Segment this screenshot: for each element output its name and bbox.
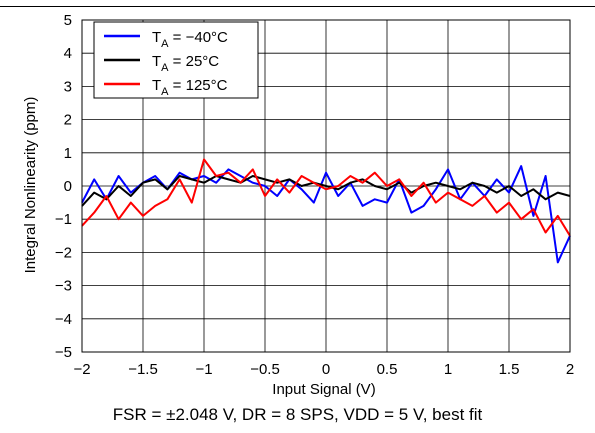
legend: TA = −40°C TA = 25°C TA = 125°C xyxy=(93,21,259,99)
x-tick-label: −2 xyxy=(73,361,90,378)
series-line-2 xyxy=(81,158,571,237)
series-line-1 xyxy=(81,175,571,207)
y-tick-label: 2 xyxy=(64,112,72,129)
y-tick-label: 3 xyxy=(64,78,72,95)
x-tick-label: 1 xyxy=(444,361,452,378)
y-tick-label: −2 xyxy=(55,244,72,261)
y-tick-label: −3 xyxy=(55,278,72,295)
x-axis-label: Input Signal (V) xyxy=(272,381,375,398)
x-tick-label: −1.5 xyxy=(128,361,158,378)
y-tick-label: −4 xyxy=(55,311,72,328)
x-tick-label: 1.5 xyxy=(499,361,520,378)
inl-chart: −2 −1.5 −1 −0.5 0 0.5 1 1.5 2 −5 −4 −3 −2 −1 0 1 2 3 4 5 TA… xyxy=(22,12,574,398)
top-rule xyxy=(0,6,595,7)
grid-layer xyxy=(82,20,570,352)
plot-frame xyxy=(81,19,571,353)
legend-label: TA = 125°C xyxy=(152,77,228,98)
legend-label: TA = −40°C xyxy=(152,29,228,50)
x-tick-label: 0 xyxy=(322,361,330,378)
legend-label: TA = 25°C xyxy=(152,53,219,74)
y-tick-label: −1 xyxy=(55,211,72,228)
chart-caption: FSR = ±2.048 V, DR = 8 SPS, VDD = 5 V, b… xyxy=(112,405,483,424)
y-axis-label: Integral Nonlinearity (ppm) xyxy=(22,97,39,274)
y-tick-label: 5 xyxy=(64,12,72,29)
x-tick-label: 2 xyxy=(566,361,574,378)
x-tick-label: 0.5 xyxy=(377,361,398,378)
y-tick-label: −5 xyxy=(55,344,72,361)
y-tick-label: 4 xyxy=(64,45,72,62)
x-tick-label: −0.5 xyxy=(250,361,280,378)
series-layer xyxy=(81,158,571,264)
y-tick-label: 1 xyxy=(64,145,72,162)
tick-layer: −2 −1.5 −1 −0.5 0 0.5 1 1.5 2 −5 −4 −3 −2 −1 0 1 2 3 4 5 xyxy=(55,12,574,378)
y-tick-label: 0 xyxy=(64,178,72,195)
x-tick-label: −1 xyxy=(195,361,212,378)
